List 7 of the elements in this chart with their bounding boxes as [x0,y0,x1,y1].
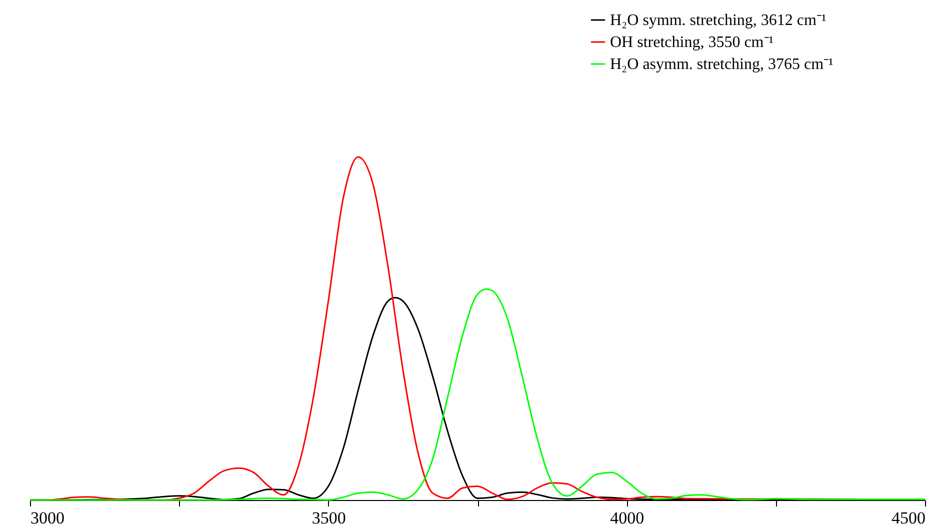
x-tick-label: 4000 [610,508,644,527]
x-tick-label: 4500 [892,508,926,527]
legend-label: H₂O symm. stretching, 3612 cm⁻¹ [610,12,826,29]
x-tick-label: 3500 [312,508,346,527]
legend-label: H₂O asymm. stretching, 3765 cm⁻¹ [610,56,834,73]
x-tick-label: 3000 [30,508,64,527]
legend-label: OH stretching, 3550 cm⁻¹ [610,34,774,51]
